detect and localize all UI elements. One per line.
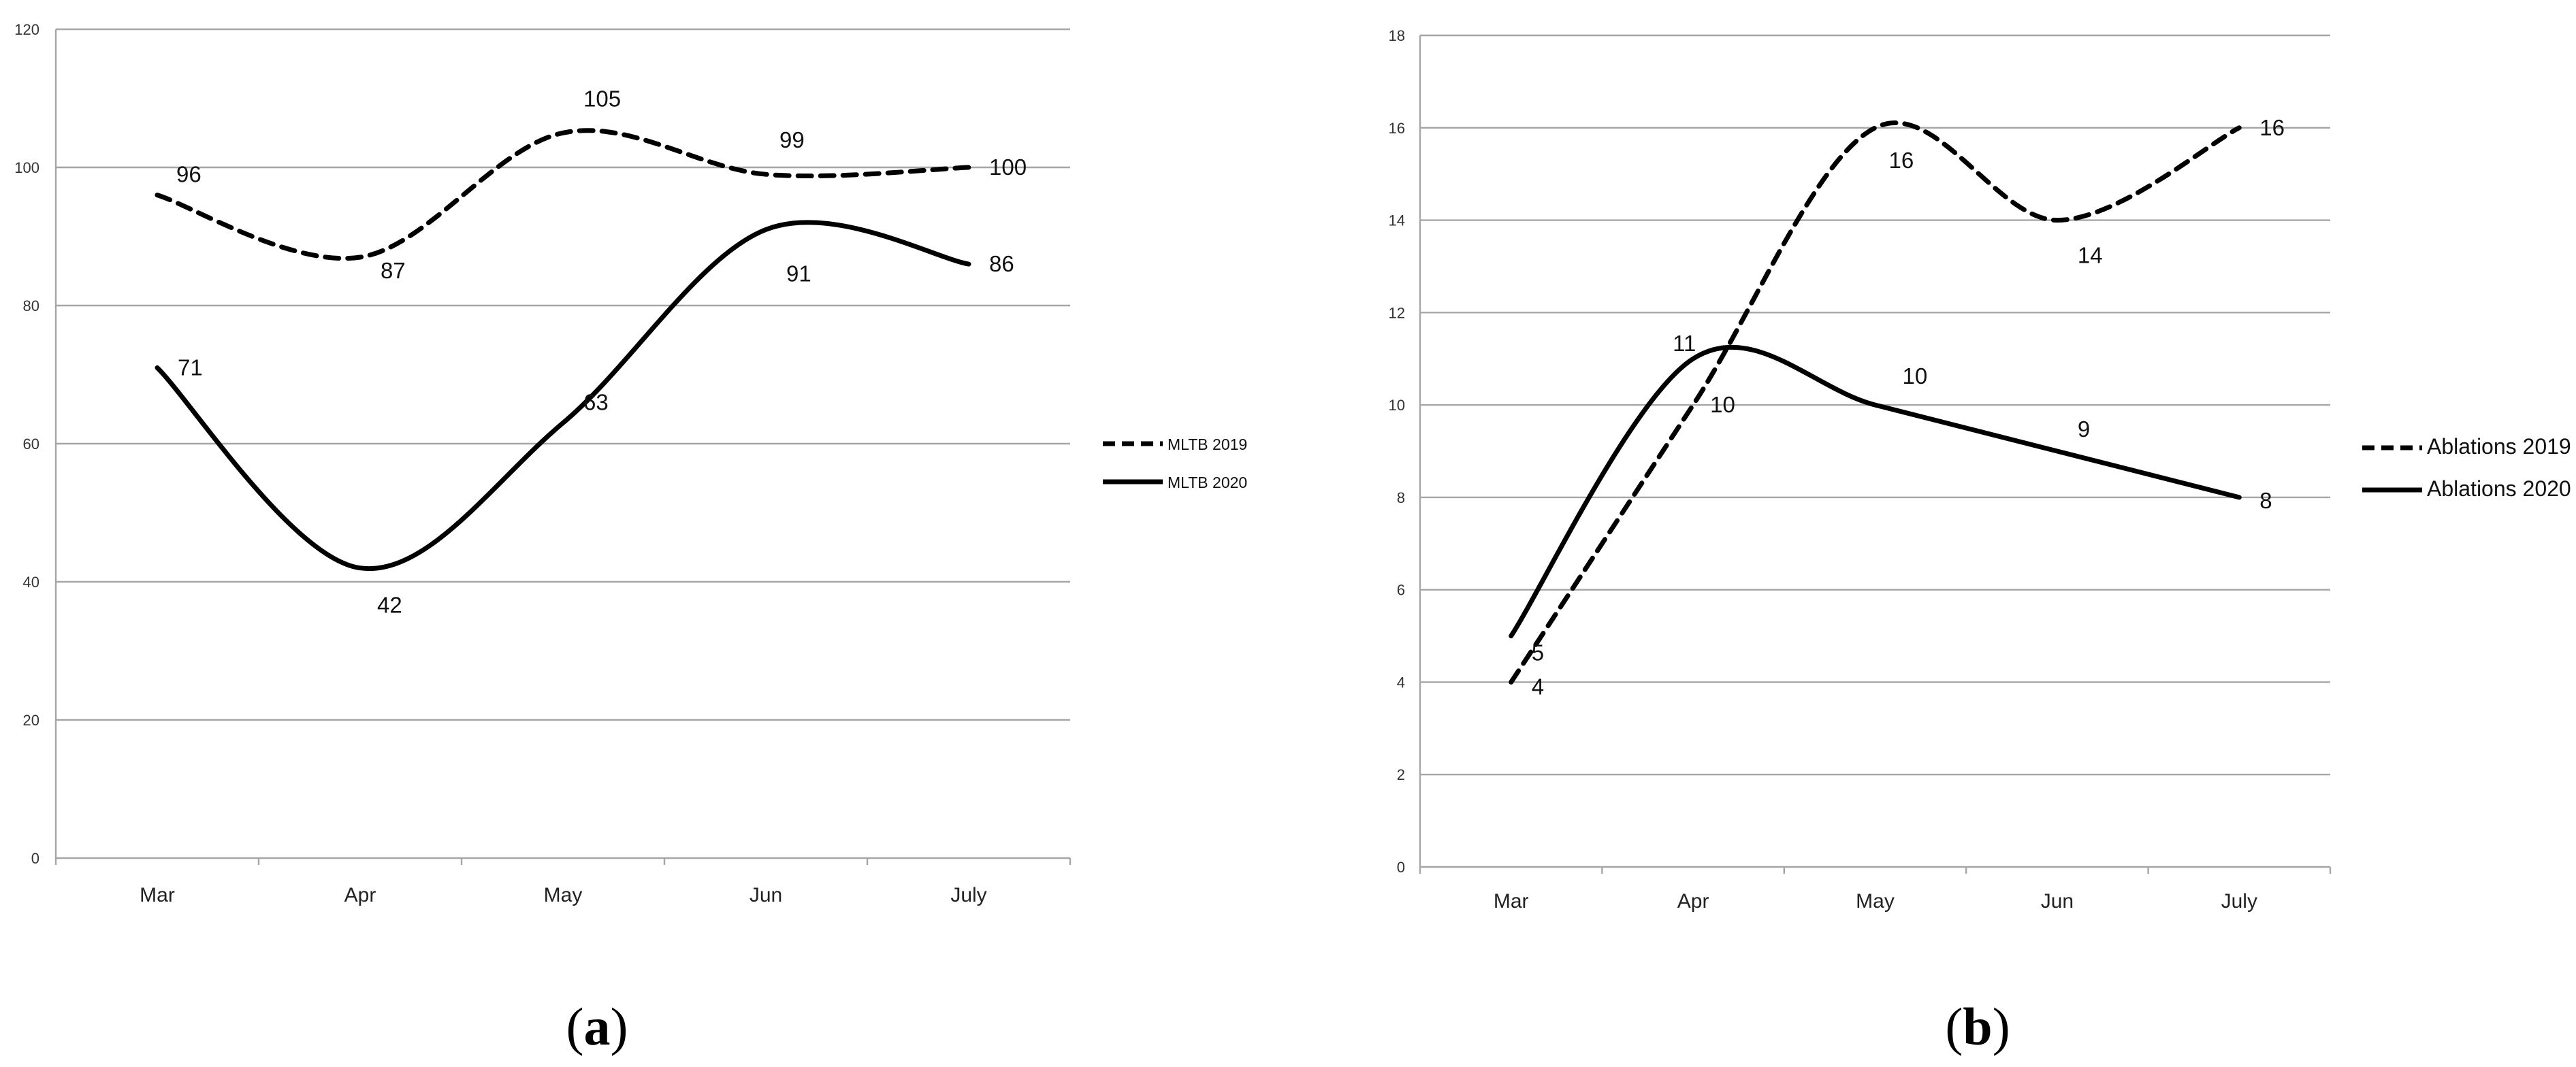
data-label: 16 — [1889, 148, 1914, 173]
x-tick-label: May — [1856, 890, 1895, 913]
y-tick-label: 4 — [1397, 674, 1405, 691]
data-label: 10 — [1903, 363, 1928, 389]
y-tick-label: 20 — [23, 712, 39, 729]
x-tick-label: July — [950, 884, 986, 906]
x-tick-label: Jun — [750, 884, 782, 906]
y-tick-label: 10 — [1389, 397, 1405, 414]
y-tick-label: 18 — [1389, 27, 1405, 44]
x-tick-label: Apr — [344, 884, 376, 906]
data-label: 86 — [989, 251, 1014, 276]
chart-a: 0 20 40 60 80 100 120 Mar Apr May Jun July 96 87 105 99… — [14, 21, 1247, 1056]
data-label: 63 — [583, 390, 609, 415]
panel-letter: b — [1963, 997, 1992, 1056]
data-label: 14 — [2078, 243, 2103, 268]
series-line-1 — [155, 128, 971, 261]
data-label: 5 — [1532, 640, 1544, 666]
y-tick-label: 80 — [23, 297, 39, 314]
y-tick-label: 8 — [1397, 489, 1405, 506]
data-label: 105 — [583, 86, 621, 111]
x-tick-label: Apr — [1677, 890, 1709, 913]
legend-label: Ablations 2020 — [2427, 476, 2571, 501]
series-line-2 — [1509, 344, 2242, 639]
y-tick-label: 60 — [23, 436, 39, 453]
x-tick-label: Mar — [140, 884, 175, 906]
x-tick-label: May — [544, 884, 583, 906]
legend-label: MLTB 2019 — [1168, 436, 1247, 453]
panel-letter: a — [584, 997, 611, 1056]
legend-label: Ablations 2019 — [2427, 434, 2571, 459]
data-label: 100 — [989, 154, 1027, 180]
data-label: 42 — [377, 593, 402, 618]
data-label: 96 — [176, 162, 202, 187]
panel-label: (a) — [566, 997, 628, 1056]
y-tick-label: 120 — [14, 21, 39, 38]
data-label: 91 — [786, 261, 811, 286]
y-tick-label: 40 — [23, 574, 39, 591]
data-label: 87 — [381, 258, 406, 283]
data-label: 8 — [2259, 488, 2272, 513]
data-label: 11 — [1673, 331, 1696, 356]
data-label: 99 — [779, 127, 805, 152]
y-tick-label: 12 — [1389, 304, 1405, 321]
y-tick-label: 16 — [1389, 120, 1405, 137]
y-tick-label: 100 — [14, 159, 39, 176]
series-line-1 — [1509, 120, 2242, 685]
panel-label: (b) — [1945, 997, 2010, 1056]
data-label: 9 — [2078, 416, 2090, 442]
y-tick-label: 0 — [1397, 859, 1405, 876]
data-label: 10 — [1710, 392, 1735, 417]
y-tick-label: 2 — [1397, 766, 1405, 783]
y-tick-label: 0 — [31, 850, 39, 867]
series-line-2 — [155, 220, 971, 572]
x-tick-label: July — [2221, 890, 2257, 913]
data-label: 71 — [178, 355, 203, 380]
legend-label: MLTB 2020 — [1168, 474, 1247, 491]
data-label: 4 — [1532, 674, 1544, 699]
chart-b: 0 2 4 6 8 10 12 14 16 18 Mar Apr May Jun July 4 10 16 14 16… — [1389, 27, 2571, 1056]
y-tick-label: 14 — [1389, 212, 1405, 229]
x-tick-label: Jun — [2041, 890, 2074, 913]
data-label: 16 — [2259, 115, 2285, 140]
y-tick-label: 6 — [1397, 582, 1405, 599]
x-tick-label: Mar — [1494, 890, 1529, 913]
